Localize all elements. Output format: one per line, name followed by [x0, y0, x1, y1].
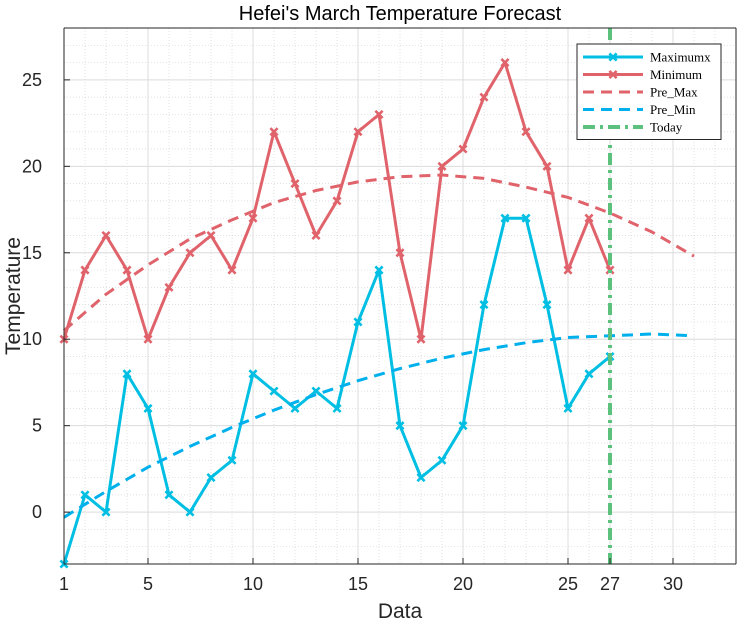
- data-point-maximumx: [584, 369, 594, 379]
- y-tick-label: 5: [32, 416, 42, 436]
- data-point-maximumx: [437, 455, 447, 465]
- data-point-minimum: [101, 230, 111, 241]
- data-point-maximumx: [311, 386, 321, 396]
- y-tick-label: 10: [22, 329, 42, 349]
- data-point-minimum: [521, 127, 531, 137]
- legend: Maximumx Minimum Pre_Max Pre_Min Today: [576, 43, 722, 140]
- data-point-minimum: [500, 58, 510, 68]
- data-point-maximumx: [500, 213, 510, 223]
- y-tick-label: 0: [32, 502, 42, 522]
- x-tick-label: 20: [453, 574, 473, 594]
- data-point-maximumx: [227, 455, 237, 465]
- data-point-minimum: [269, 127, 279, 137]
- chart-title: Hefei's March Temperature Forecast: [239, 3, 562, 25]
- data-point-maximumx: [164, 490, 174, 500]
- data-point-maximumx: [332, 403, 342, 413]
- data-point-minimum: [143, 334, 153, 344]
- data-point-minimum: [458, 144, 468, 154]
- data-point-minimum: [542, 161, 552, 171]
- data-point-maximumx: [479, 300, 489, 310]
- legend-label-pre-min: Pre_Min: [650, 102, 696, 117]
- series-line-pre-min: [63, 332, 695, 519]
- y-tick-label: 15: [22, 243, 42, 263]
- x-tick-label: 5: [143, 574, 153, 594]
- data-point-maximumx: [416, 473, 426, 483]
- data-point-minimum: [122, 265, 132, 275]
- data-point-minimum: [290, 179, 300, 189]
- data-point-maximumx: [353, 317, 363, 327]
- data-point-minimum: [353, 127, 363, 137]
- y-tick-label: 25: [22, 70, 42, 90]
- data-point-minimum: [248, 213, 258, 223]
- x-tick-label: 27: [600, 574, 620, 594]
- legend-label-pre-max: Pre_Max: [650, 85, 698, 100]
- data-point-minimum: [227, 265, 237, 275]
- data-point-maximumx: [521, 213, 531, 223]
- data-point-maximumx: [290, 403, 300, 413]
- data-point-maximumx: [185, 507, 195, 517]
- data-point-minimum: [563, 265, 573, 275]
- data-point-minimum: [479, 92, 489, 102]
- data-point-maximumx: [563, 403, 573, 413]
- legend-label-minimum: Minimum: [650, 67, 702, 82]
- data-point-maximumx: [248, 369, 258, 379]
- series-line-pre-max: [63, 173, 695, 332]
- data-point-minimum: [164, 282, 174, 292]
- data-point-minimum: [374, 109, 384, 119]
- data-point-maximumx: [374, 265, 384, 275]
- y-axis-label: Temperature: [2, 237, 25, 355]
- legend-marker-maximumx: [608, 52, 618, 62]
- series-layer: [59, 28, 695, 569]
- data-point-maximumx: [395, 421, 405, 431]
- x-axis-label: Data: [378, 600, 423, 623]
- data-point-maximumx: [143, 403, 153, 413]
- data-point-minimum: [416, 334, 426, 344]
- data-point-maximumx: [80, 490, 90, 500]
- data-point-maximumx: [101, 507, 111, 517]
- data-point-maximumx: [206, 473, 216, 483]
- legend-label-maximumx: Maximumx: [650, 50, 711, 65]
- x-tick-label: 1: [59, 574, 69, 594]
- data-point-minimum: [584, 213, 594, 223]
- data-point-minimum: [185, 248, 195, 258]
- data-point-maximumx: [122, 369, 132, 379]
- x-tick-label: 10: [243, 574, 263, 594]
- x-tick-label: 30: [663, 574, 683, 594]
- data-point-minimum: [206, 230, 216, 241]
- legend-label-today: Today: [650, 120, 683, 135]
- data-point-maximumx: [269, 386, 279, 396]
- data-point-maximumx: [542, 300, 552, 310]
- y-tick-label: 20: [22, 156, 42, 176]
- data-point-minimum: [80, 265, 90, 275]
- data-point-minimum: [332, 196, 342, 206]
- legend-marker-minimum: [608, 69, 618, 80]
- x-tick-label: 15: [348, 574, 368, 594]
- data-point-minimum: [311, 230, 321, 241]
- data-point-minimum: [437, 161, 447, 171]
- data-point-minimum: [395, 248, 405, 258]
- data-point-maximumx: [458, 421, 468, 431]
- x-tick-label: 25: [558, 574, 578, 594]
